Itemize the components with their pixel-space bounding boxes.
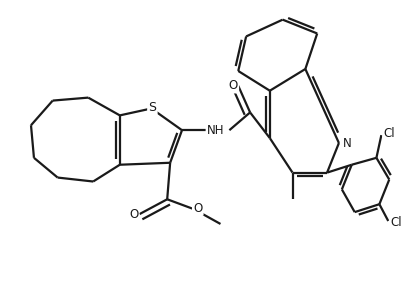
Text: O: O: [193, 202, 202, 215]
Text: NH: NH: [207, 124, 224, 137]
Text: Cl: Cl: [383, 127, 395, 140]
Text: O: O: [129, 208, 138, 221]
Text: S: S: [148, 101, 156, 114]
Text: O: O: [229, 79, 238, 92]
Text: N: N: [343, 136, 351, 149]
Text: Cl: Cl: [391, 216, 402, 229]
